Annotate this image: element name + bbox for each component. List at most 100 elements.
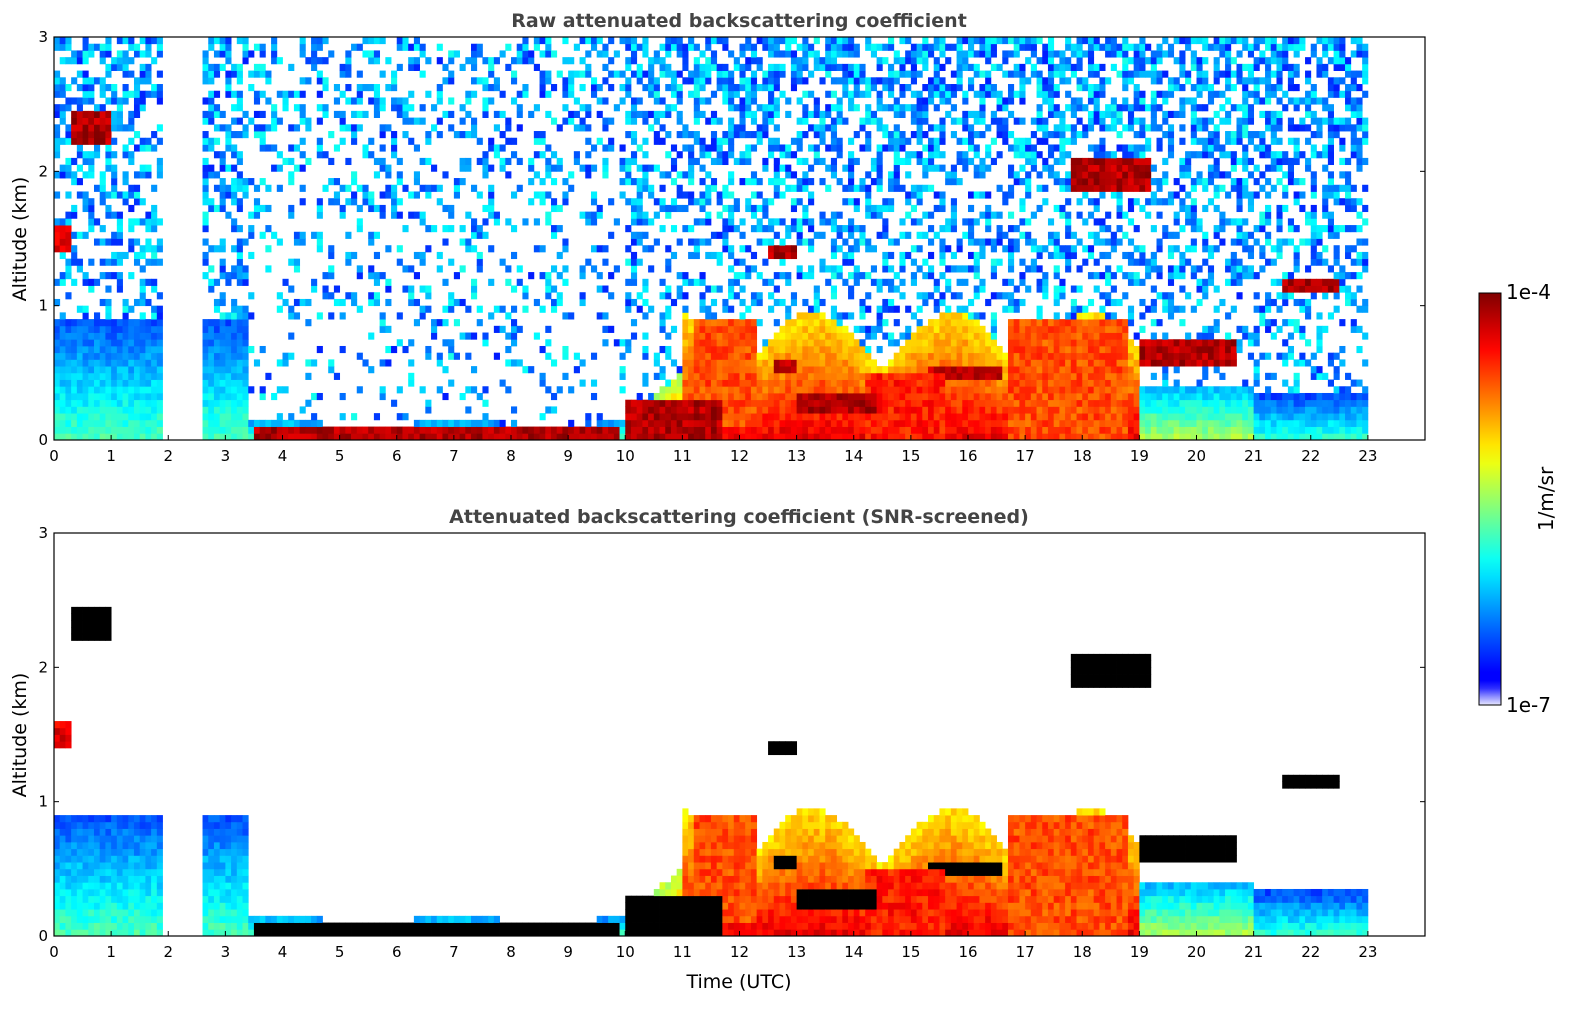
heatmap-cell (756, 392, 763, 401)
heatmap-cell (842, 251, 849, 260)
heatmap-cell (962, 345, 969, 354)
heatmap-cell (893, 413, 900, 421)
heatmap-cell (465, 305, 472, 313)
heatmap-cell (870, 372, 877, 380)
heatmap-cell (882, 413, 889, 421)
heatmap-cell (288, 285, 295, 293)
heatmap-cell (550, 426, 558, 434)
heatmap-cell (105, 345, 112, 354)
heatmap-cell (968, 386, 975, 394)
heatmap-cell (128, 137, 135, 145)
heatmap-cell (465, 419, 472, 427)
heatmap-cell (962, 332, 969, 340)
heatmap-cell (276, 433, 283, 441)
heatmap-cell (356, 124, 363, 132)
heatmap-cell (693, 392, 700, 401)
heatmap-cell (853, 426, 860, 434)
heatmap-cell (728, 137, 735, 145)
heatmap-cell (870, 399, 877, 407)
heatmap-cell (739, 178, 746, 186)
heatmap-cell (979, 325, 986, 333)
heatmap-cell (328, 251, 335, 260)
heatmap-cell (242, 191, 249, 199)
heatmap-cell (722, 245, 729, 253)
heatmap-cell (630, 110, 638, 118)
heatmap-cell (1070, 319, 1077, 327)
heatmap-cell (836, 104, 843, 112)
heatmap-cell (996, 366, 1003, 374)
heatmap-cell (145, 426, 152, 434)
heatmap-cell (54, 104, 61, 112)
heatmap-cell (156, 164, 163, 172)
heatmap-cell (888, 238, 895, 246)
heatmap-cell (116, 57, 123, 65)
heatmap-cell (116, 63, 123, 71)
heatmap-cell (773, 332, 780, 340)
heatmap-cell (231, 164, 238, 172)
heatmap-cell (253, 97, 261, 105)
heatmap-cell (373, 97, 381, 105)
heatmap-cell (122, 345, 129, 354)
heatmap-cell (933, 63, 940, 71)
heatmap-cell (933, 278, 940, 286)
heatmap-cell (413, 211, 420, 219)
heatmap-cell (773, 37, 780, 45)
heatmap-cell (465, 332, 472, 340)
heatmap-cell (1019, 426, 1026, 434)
heatmap-cell (842, 332, 849, 340)
heatmap-cell (288, 157, 295, 166)
heatmap-cell (54, 137, 61, 145)
heatmap-cell (745, 57, 752, 65)
heatmap-cell (1059, 325, 1066, 333)
heatmap-cell (236, 104, 243, 112)
heatmap-cell (985, 379, 992, 387)
heatmap-cell (219, 198, 226, 206)
heatmap-cell (116, 218, 123, 226)
heatmap-cell (945, 84, 952, 92)
heatmap-cell (105, 204, 112, 213)
heatmap-cell (299, 43, 306, 51)
heatmap-cell (311, 413, 318, 421)
heatmap-cell (710, 325, 718, 333)
heatmap-cell (459, 298, 466, 307)
heatmap-cell (945, 433, 952, 441)
heatmap-cell (842, 413, 849, 421)
heatmap-cell (293, 426, 301, 434)
heatmap-cell (922, 50, 929, 58)
heatmap-cell (391, 433, 398, 441)
heatmap-cell (54, 144, 61, 152)
heatmap-cell (870, 204, 877, 213)
heatmap-cell (368, 151, 375, 159)
heatmap-cell (728, 171, 735, 179)
heatmap-cell (693, 110, 700, 118)
heatmap-cell (888, 426, 895, 434)
heatmap-cell (236, 171, 243, 179)
heatmap-cell (768, 178, 775, 186)
heatmap-cell (1042, 433, 1049, 441)
heatmap-cell (59, 245, 66, 253)
heatmap-cell (533, 63, 540, 71)
heatmap-cell (133, 379, 141, 387)
heatmap-cell (511, 339, 518, 347)
heatmap-cell (1070, 345, 1077, 354)
heatmap-cell (368, 332, 375, 340)
heatmap-cell (910, 392, 917, 401)
heatmap-cell (231, 144, 238, 152)
heatmap-cell (630, 37, 638, 45)
heatmap-cell (899, 406, 906, 414)
heatmap-cell (71, 157, 78, 166)
heatmap-cell (88, 110, 95, 118)
heatmap-cell (54, 359, 61, 367)
heatmap-cell (699, 151, 706, 159)
heatmap-cell (122, 332, 129, 340)
heatmap-cell (488, 137, 495, 145)
heatmap-cell (236, 325, 243, 333)
heatmap-cell (122, 352, 129, 360)
heatmap-cell (790, 392, 798, 401)
heatmap-cell (870, 332, 877, 340)
heatmap-cell (156, 392, 163, 401)
heatmap-cell (773, 245, 780, 253)
heatmap-cell (419, 285, 426, 293)
heatmap-cell (688, 171, 695, 179)
heatmap-cell (916, 43, 923, 51)
